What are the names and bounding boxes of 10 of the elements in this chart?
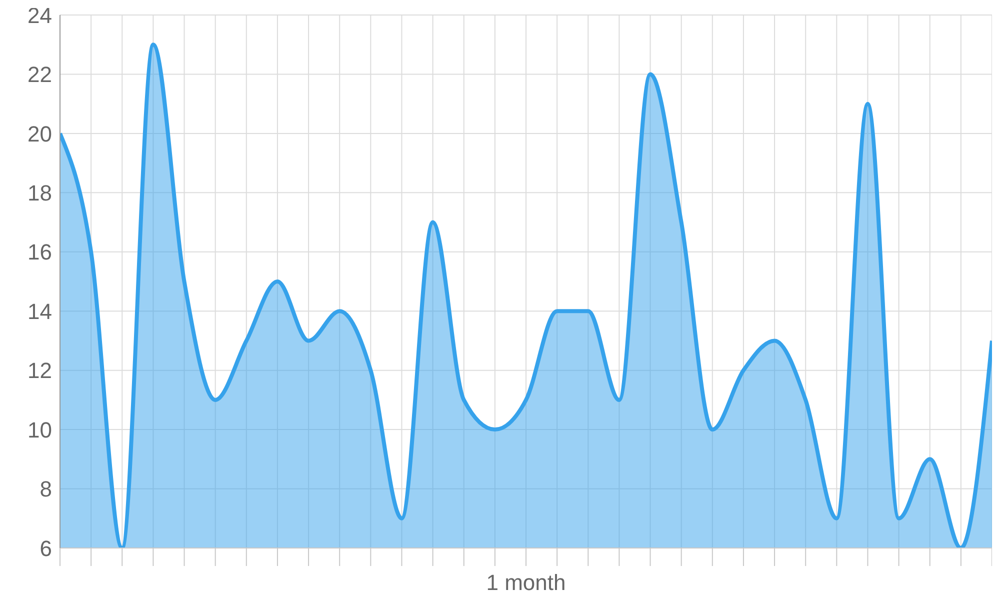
- y-tick-label: 16: [28, 240, 52, 265]
- y-tick-label: 14: [28, 298, 52, 324]
- y-tick-label: 20: [28, 121, 52, 146]
- y-tick-label: 22: [28, 62, 52, 88]
- y-tick-label: 12: [28, 358, 52, 384]
- y-tick-label: 6: [40, 536, 52, 561]
- y-tick-label: 18: [28, 180, 52, 206]
- y-tick-label: 8: [40, 476, 52, 502]
- x-axis-title: 1 month: [486, 570, 566, 595]
- y-tick-label: 10: [28, 417, 52, 442]
